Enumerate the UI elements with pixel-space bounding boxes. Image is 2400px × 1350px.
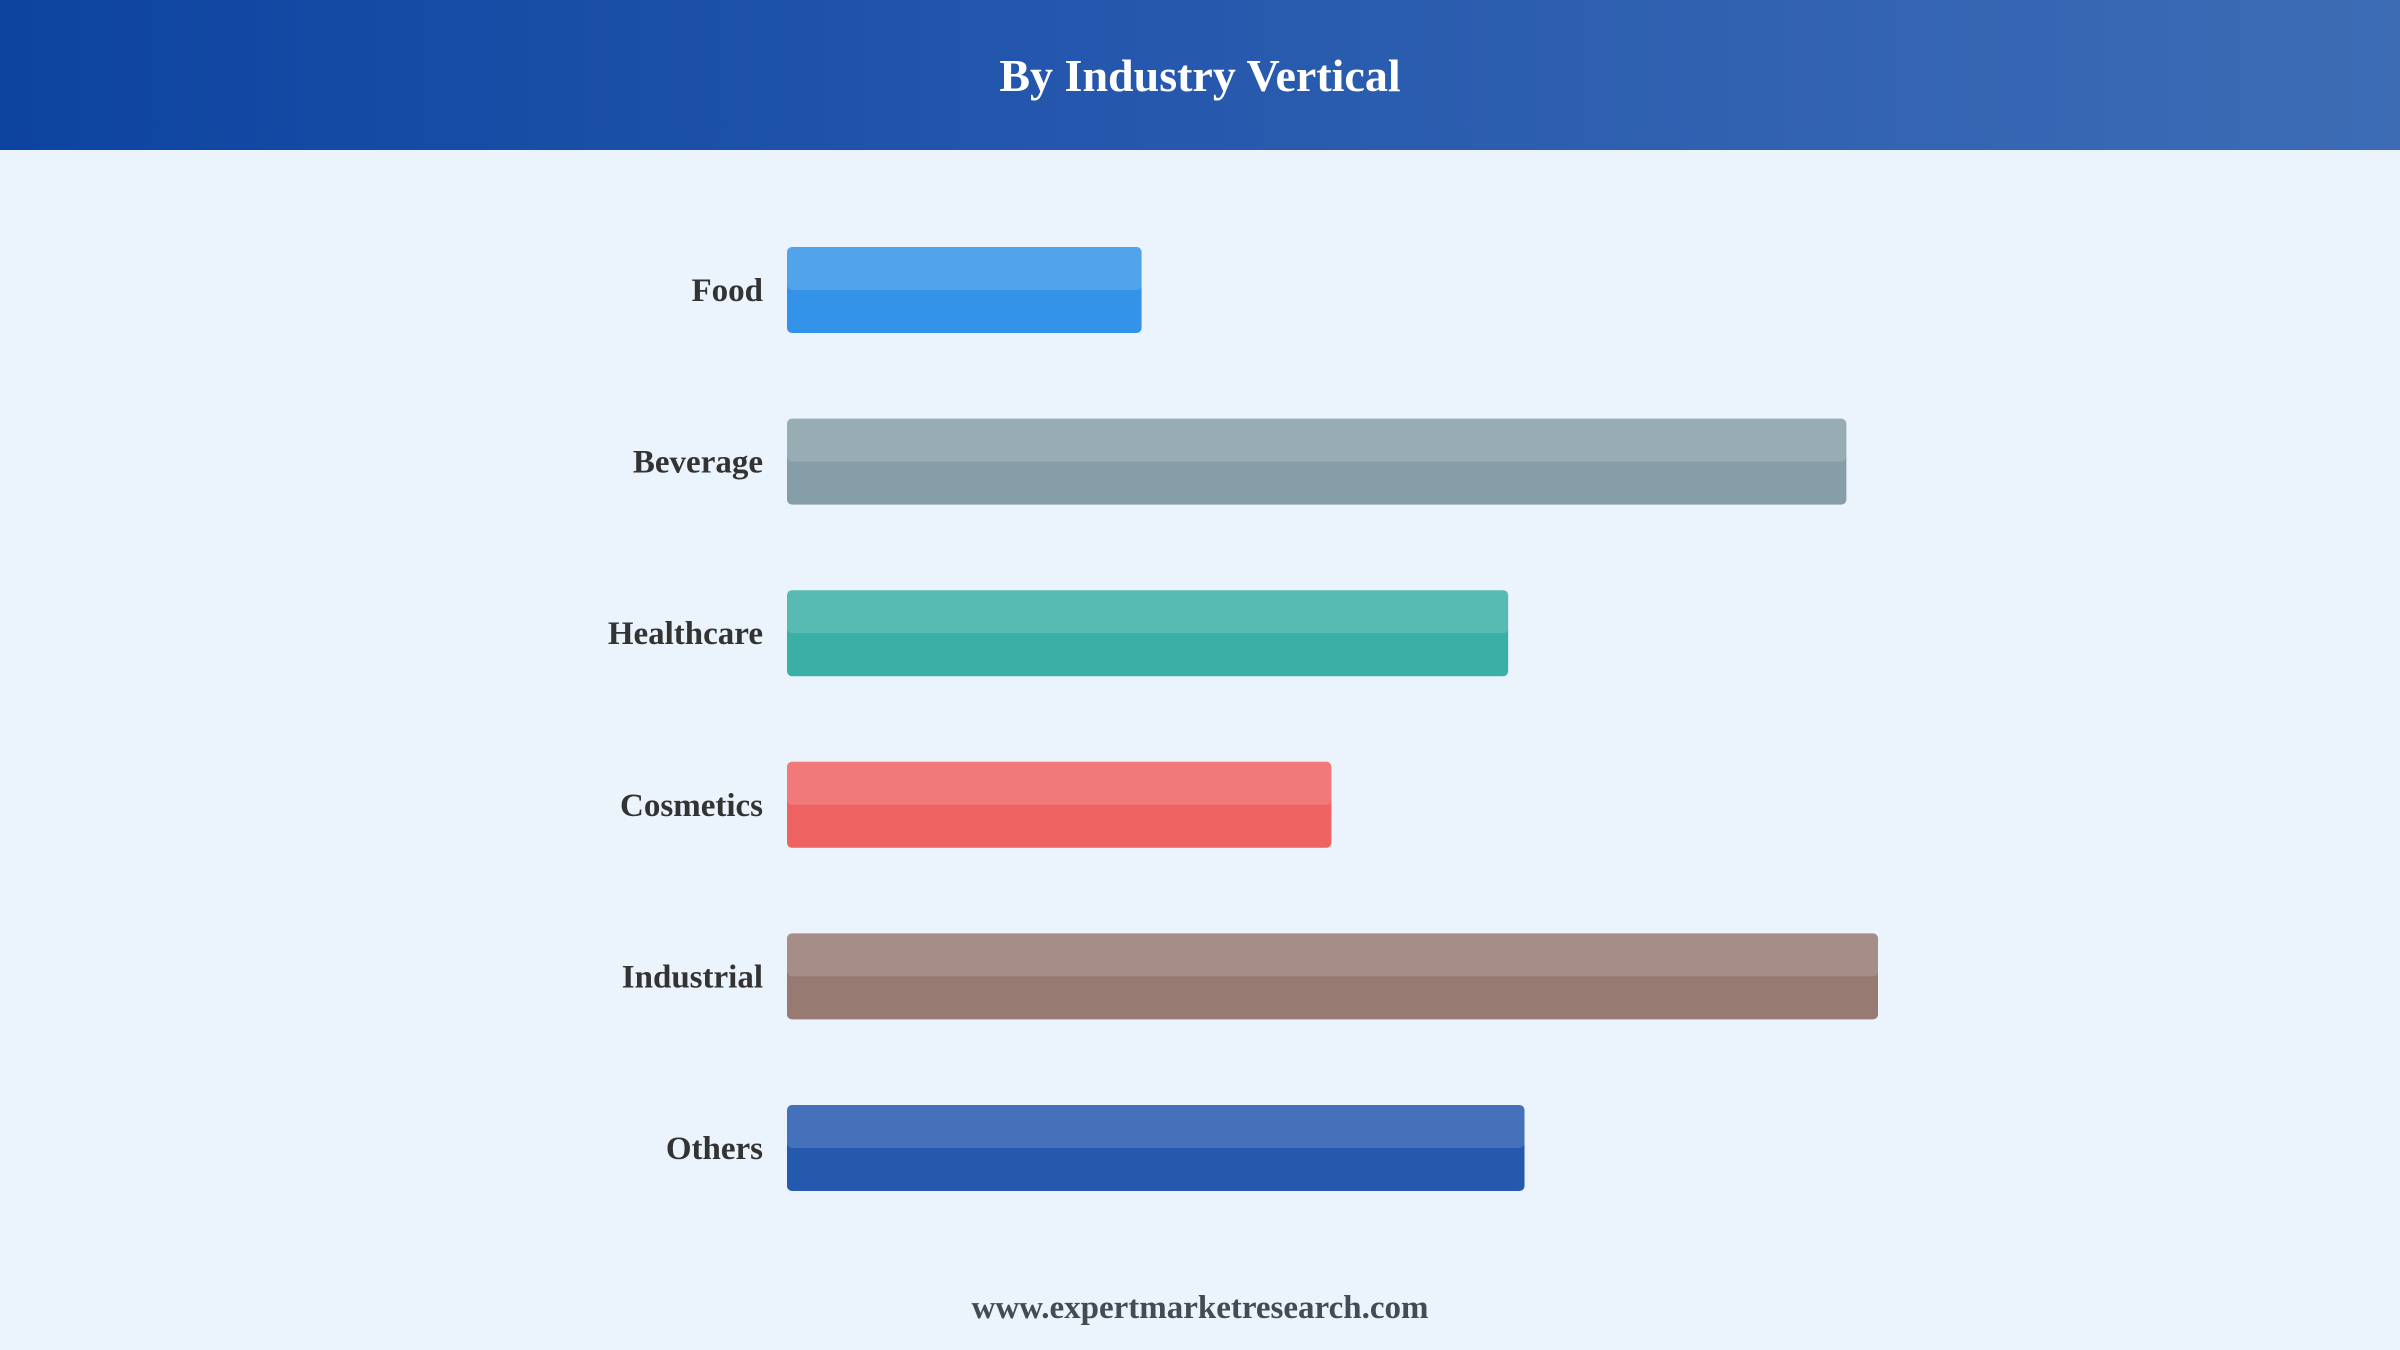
bar-others [787, 1105, 1525, 1191]
bar-industrial [787, 933, 1878, 1020]
bar-group-healthcare: Healthcare [608, 590, 1509, 677]
bar-group-beverage: Beverage [633, 418, 1847, 505]
category-label-others: Others [666, 1131, 763, 1167]
bar-group-food: Food [691, 247, 1142, 333]
bar-highlight-beverage [787, 418, 1847, 462]
bar-highlight-cosmetics [787, 761, 1332, 805]
category-label-healthcare: Healthcare [608, 616, 763, 652]
page-title: By Industry Vertical [999, 49, 1401, 101]
category-label-industrial: Industrial [622, 959, 763, 995]
website-footer: www.expertmarketresearch.com [971, 1290, 1429, 1326]
bar-group-industrial: Industrial [622, 933, 1878, 1020]
category-label-beverage: Beverage [633, 445, 763, 481]
bar-food [787, 247, 1142, 333]
bar-highlight-industrial [787, 933, 1878, 977]
bar-beverage [787, 418, 1847, 505]
bar-highlight-food [787, 247, 1142, 290]
category-label-cosmetics: Cosmetics [620, 788, 763, 824]
bar-highlight-others [787, 1105, 1525, 1148]
bar-healthcare [787, 590, 1509, 677]
bar-chart: Food Beverage Healthcare Cosmetics Industria… [608, 247, 1878, 1191]
bar-group-cosmetics: Cosmetics [620, 761, 1332, 848]
category-label-food: Food [691, 273, 763, 309]
bar-highlight-healthcare [787, 590, 1509, 634]
bar-group-others: Others [666, 1105, 1525, 1191]
page-header: By Industry Vertical [0, 0, 2400, 150]
bar-cosmetics [787, 761, 1332, 848]
